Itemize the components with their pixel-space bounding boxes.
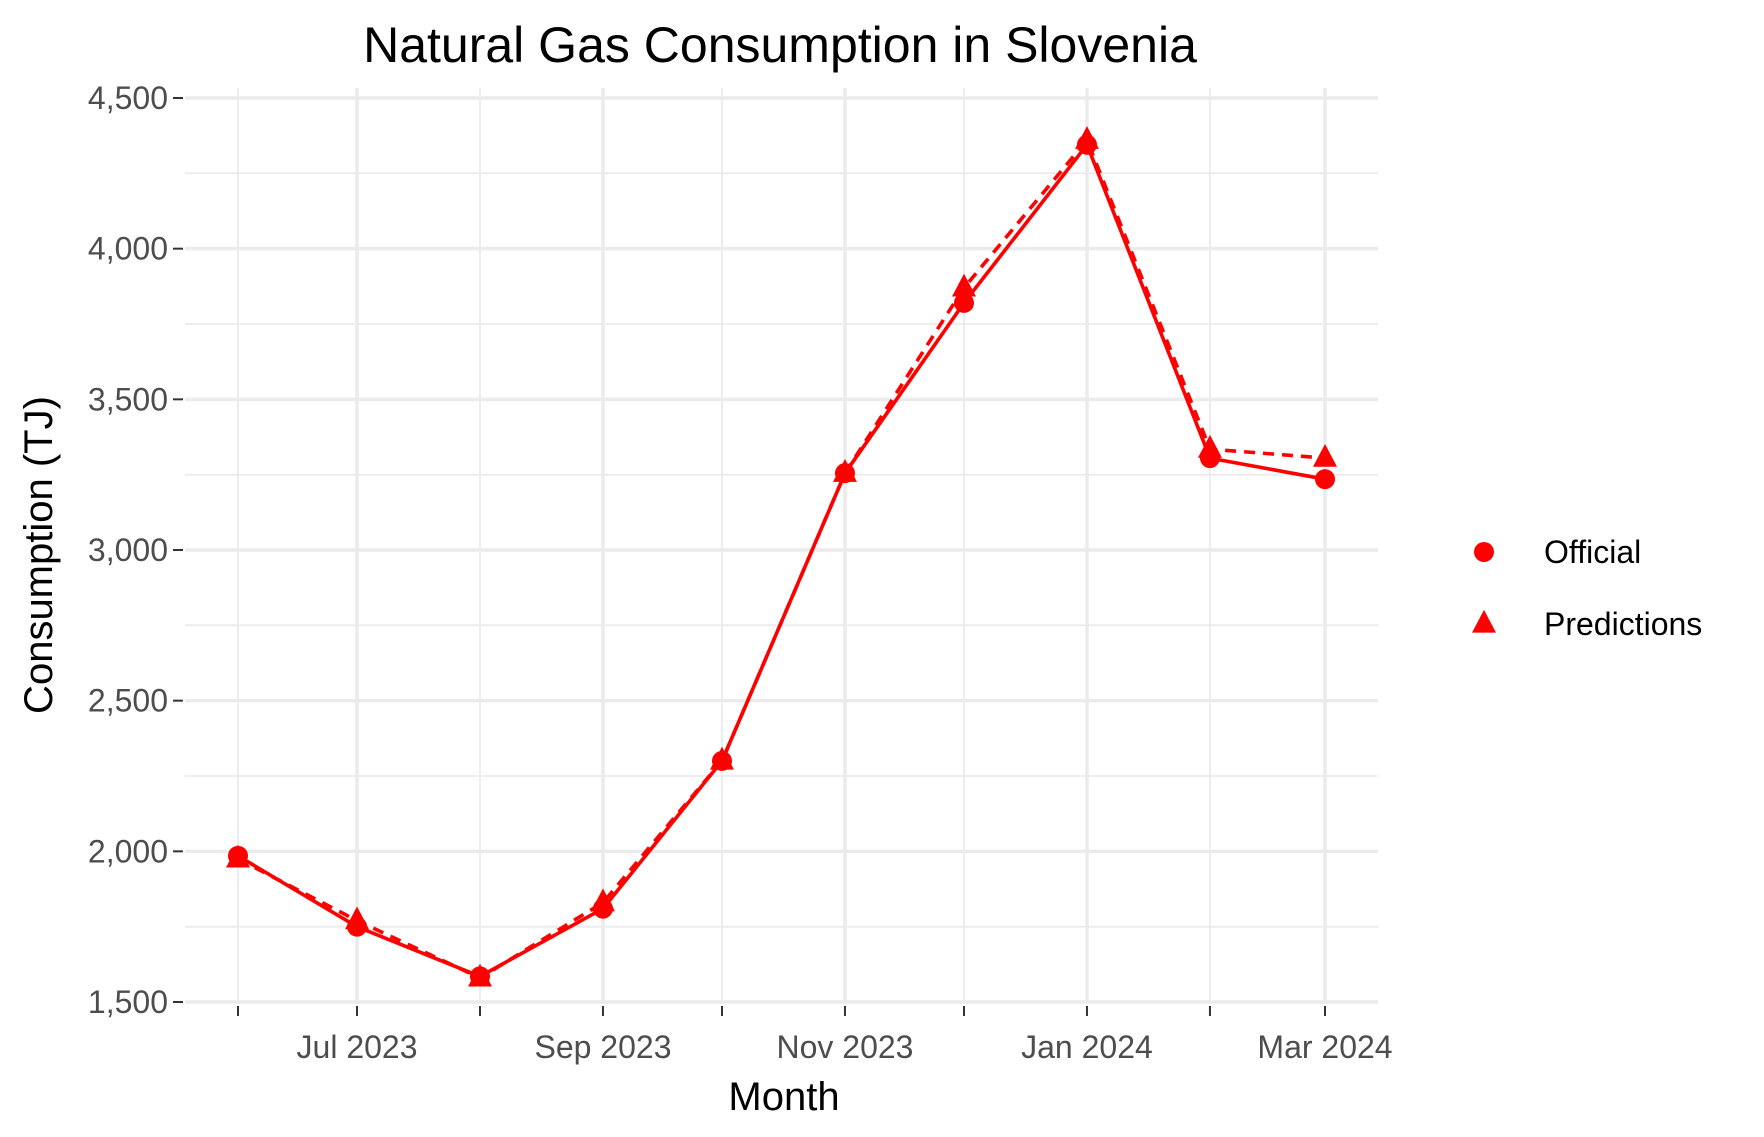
- y-tick-label: 2,500: [88, 683, 168, 719]
- data-point-predictions: [226, 844, 250, 868]
- data-point-predictions: [590, 888, 615, 912]
- series-line-predictions: [237, 138, 1326, 980]
- legend-label: Predictions: [1544, 606, 1702, 642]
- y-tick-label: 1,500: [88, 984, 168, 1020]
- y-tick-label: 2,000: [88, 833, 168, 869]
- data-point-predictions: [1197, 434, 1222, 458]
- x-axis-title: Month: [728, 1075, 839, 1119]
- x-tick-label: Jan 2024: [1021, 1029, 1153, 1065]
- data-point-predictions: [709, 746, 734, 770]
- legend: Official Predictions: [1472, 534, 1702, 642]
- data-point-predictions: [1313, 443, 1337, 467]
- data-point-official: [1315, 469, 1335, 490]
- data-point-predictions: [467, 963, 492, 987]
- x-tick-label: Jul 2023: [297, 1029, 418, 1065]
- data-point-predictions: [345, 906, 370, 930]
- data-point-predictions: [832, 459, 857, 482]
- data-point-predictions: [1074, 126, 1099, 149]
- x-tick-label: Nov 2023: [776, 1029, 913, 1065]
- x-tick-label: Sep 2023: [534, 1029, 671, 1065]
- chart-title: Natural Gas Consumption in Slovenia: [363, 17, 1197, 73]
- data-point-predictions: [951, 273, 976, 297]
- y-tick-label: 4,500: [88, 80, 168, 116]
- series: [226, 126, 1337, 987]
- y-tick-label: 3,500: [88, 381, 168, 417]
- data-point-official: [953, 292, 974, 313]
- y-tick-label: 3,000: [88, 532, 168, 568]
- gridlines: [185, 88, 1378, 1004]
- legend-label: Official: [1544, 534, 1641, 570]
- series-line-official: [237, 142, 1326, 979]
- x-tick-label: Mar 2024: [1257, 1029, 1392, 1065]
- y-axis-title: Consumption (TJ): [17, 396, 61, 714]
- y-tick-label: 4,000: [88, 231, 168, 267]
- axes: 1,500 2,000 2,500 3,000 3,500 4,000 4,500 Jul 2…: [88, 80, 1393, 1065]
- legend-key-predictions: [1472, 609, 1496, 633]
- legend-key-official: [1474, 542, 1494, 562]
